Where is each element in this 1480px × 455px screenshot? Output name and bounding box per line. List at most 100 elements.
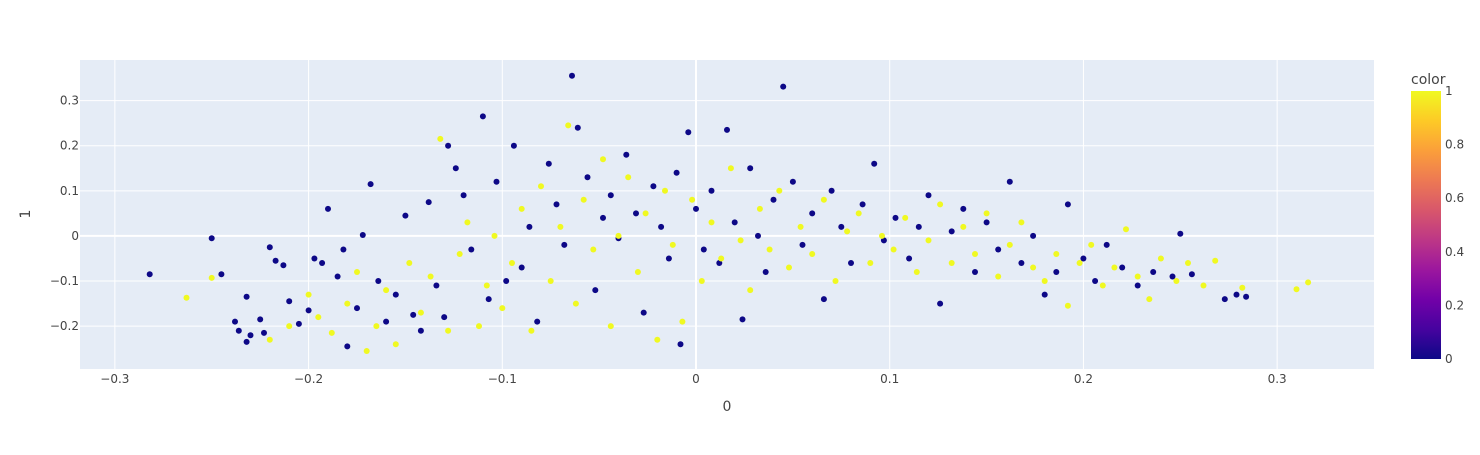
scatter-point	[574, 124, 581, 131]
scatter-point	[344, 343, 351, 350]
scatter-point	[708, 187, 715, 194]
scatter-point	[607, 192, 614, 199]
colorbar-ticks: 0 0.2 0.4 0.6 0.8 1	[1445, 84, 1464, 366]
scatter-point	[665, 255, 672, 262]
scatter-point	[880, 237, 887, 244]
scatter-point	[553, 201, 560, 208]
scatter-point	[427, 273, 434, 280]
scatter-point	[848, 260, 854, 266]
scatter-point	[280, 262, 287, 269]
scatter-point	[693, 205, 699, 212]
scatter-point	[266, 244, 273, 251]
scatter-point	[452, 165, 459, 172]
scatter-point	[272, 257, 279, 264]
colorbar: color 0 0.2 0.4 0.6 0.8 1	[1411, 72, 1464, 366]
scatter-point	[737, 237, 744, 244]
scatter-point	[305, 307, 312, 314]
scatter-point	[1185, 260, 1191, 266]
scatter-point	[232, 318, 238, 325]
scatter-point	[634, 269, 641, 275]
scatter-point	[146, 271, 153, 278]
scatter-point	[373, 323, 380, 330]
scatter-point	[572, 300, 579, 307]
scatter-point	[257, 316, 264, 323]
scatter-point	[1103, 241, 1110, 248]
scatter-point	[218, 271, 225, 278]
scatter-point	[383, 287, 390, 294]
scatter-point	[859, 201, 866, 208]
x-tick-label: −0.3	[100, 372, 129, 386]
scatter-point	[799, 241, 806, 248]
scatter-point	[679, 318, 686, 325]
scatter-point	[319, 260, 326, 266]
scatter-point	[1134, 273, 1141, 280]
scatter-point	[183, 294, 190, 301]
scatter-point	[948, 228, 955, 235]
scatter-point	[340, 246, 347, 253]
scatter-point	[948, 260, 955, 266]
scatter-point	[509, 260, 515, 266]
scatter-point	[460, 192, 467, 199]
scatter-point	[650, 183, 657, 190]
scatter-point	[464, 219, 471, 226]
scatter-point	[392, 291, 399, 298]
scatter-point	[286, 298, 293, 305]
scatter-point	[425, 199, 432, 206]
scatter-point	[658, 223, 665, 230]
scatter-point	[468, 246, 475, 253]
scatter-point	[1239, 284, 1246, 291]
scatter-point	[809, 251, 816, 257]
scatter-point	[747, 165, 754, 172]
y-tick-label: −0.1	[50, 274, 79, 288]
scatter-point	[983, 219, 990, 226]
scatter-point	[561, 241, 568, 248]
scatter-point	[832, 278, 839, 284]
scatter-point	[890, 246, 897, 253]
scatter-point	[1188, 271, 1195, 278]
scatter-point	[485, 296, 492, 303]
scatter-point	[1088, 241, 1095, 248]
scatter-point	[972, 269, 978, 275]
scatter-point	[756, 205, 763, 212]
y-axis-title: 1	[18, 210, 34, 219]
scatter-point	[892, 214, 899, 221]
x-tick-label: −0.2	[294, 372, 323, 386]
plot-background	[80, 60, 1374, 369]
scatter-point	[243, 293, 250, 300]
x-tick-label: 0.2	[1074, 372, 1093, 386]
scatter-point	[972, 251, 978, 257]
scatter-point	[662, 187, 668, 194]
scatter-point	[359, 232, 366, 238]
colorbar-title: color	[1411, 72, 1446, 88]
scatter-point	[600, 214, 606, 221]
scatter-point	[247, 332, 254, 339]
scatter-point	[1123, 226, 1129, 233]
y-tick-label: 0	[71, 229, 79, 243]
scatter-point	[1119, 264, 1126, 271]
scatter-point	[328, 329, 335, 336]
scatter-point	[406, 260, 413, 266]
colorbar-tick-label: 0.6	[1445, 191, 1464, 205]
scatter-point	[1221, 296, 1228, 303]
scatter-point	[727, 165, 734, 172]
x-tick-label: −0.1	[488, 372, 517, 386]
scatter-point	[261, 329, 267, 336]
scatter-point	[383, 318, 390, 325]
scatter-point	[820, 196, 827, 203]
scatter-point	[906, 255, 913, 262]
scatter-point	[445, 327, 452, 334]
scatter-point	[1064, 201, 1071, 208]
scatter-point	[983, 210, 990, 217]
scatter-point	[739, 316, 746, 323]
scatter-point	[716, 260, 723, 266]
scatter-point	[584, 174, 591, 181]
scatter-point	[844, 228, 851, 235]
scatter-point	[1030, 232, 1037, 239]
scatter-point	[867, 260, 874, 266]
scatter-point	[499, 305, 506, 312]
x-tick-label: 0.3	[1268, 372, 1287, 386]
scatter-point	[623, 151, 630, 158]
scatter-point	[354, 305, 360, 312]
scatter-point	[1134, 282, 1141, 289]
scatter-point	[960, 205, 967, 212]
